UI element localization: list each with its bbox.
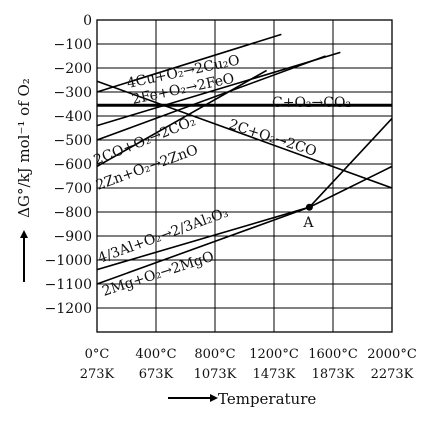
annotation-0: A [302, 215, 314, 231]
x-tick-celsius-1: 400°C [135, 347, 176, 362]
series-line-6 [96, 165, 393, 271]
y-axis-title: ΔG°/kJ mol⁻¹ of O₂ [15, 78, 33, 218]
x-tick-kelvin-1: 673K [139, 367, 174, 382]
x-tick-kelvin-2: 1073K [194, 367, 237, 382]
annotations: A [302, 203, 314, 231]
x-axis-title: Temperature [218, 390, 316, 408]
x-tick-celsius-0: 0°C [85, 347, 110, 362]
y-tick-label-3: −300 [54, 85, 92, 101]
x-tick-celsius-4: 1600°C [308, 347, 358, 362]
y-tick-label-11: −1100 [45, 277, 92, 293]
x-tick-celsius-3: 1200°C [249, 347, 299, 362]
series-line-0 [96, 33, 282, 93]
y-tick-label-12: −1200 [45, 301, 92, 317]
y-tick-label-2: −200 [54, 61, 92, 77]
series-line-4 [96, 51, 341, 127]
x-tick-kelvin-5: 2273K [371, 367, 414, 382]
y-tick-label-8: −800 [54, 205, 92, 221]
x-tick-kelvin-3: 1473K [253, 367, 296, 382]
x-tick-labels: 0°C 273K 400°C 673K 800°C 1073K 1200°C 1473K 160… [80, 347, 417, 382]
line-label-3: 2C+O₂→2CO [227, 117, 319, 160]
line-label-2: C+O₂→CO₂ [272, 95, 351, 111]
y-tick-label-7: −700 [54, 181, 92, 197]
x-tick-celsius-5: 2000°C [367, 347, 417, 362]
x-tick-kelvin-4: 1873K [312, 367, 355, 382]
y-tick-label-1: −100 [54, 37, 92, 53]
y-tick-label-4: −400 [54, 109, 92, 125]
y-tick-label-9: −900 [54, 229, 92, 245]
x-tick-celsius-2: 800°C [194, 347, 235, 362]
plot-frame [96, 19, 393, 333]
point-A [305, 203, 313, 211]
y-tick-labels: 0 −100 −200 −300 −400 −500 −600 −700 −800 −900 −10… [45, 13, 92, 317]
series-line-5 [96, 69, 268, 168]
y-axis-title-group: ΔG°/kJ mol⁻¹ of O₂ [15, 78, 33, 218]
y-tick-label-5: −500 [54, 133, 92, 149]
y-tick-label-6: −600 [54, 157, 92, 173]
x-tick-kelvin-0: 273K [80, 367, 115, 382]
y-tick-label-0: 0 [83, 13, 92, 29]
y-tick-label-10: −1000 [45, 253, 92, 269]
series-line-1 [96, 55, 326, 141]
